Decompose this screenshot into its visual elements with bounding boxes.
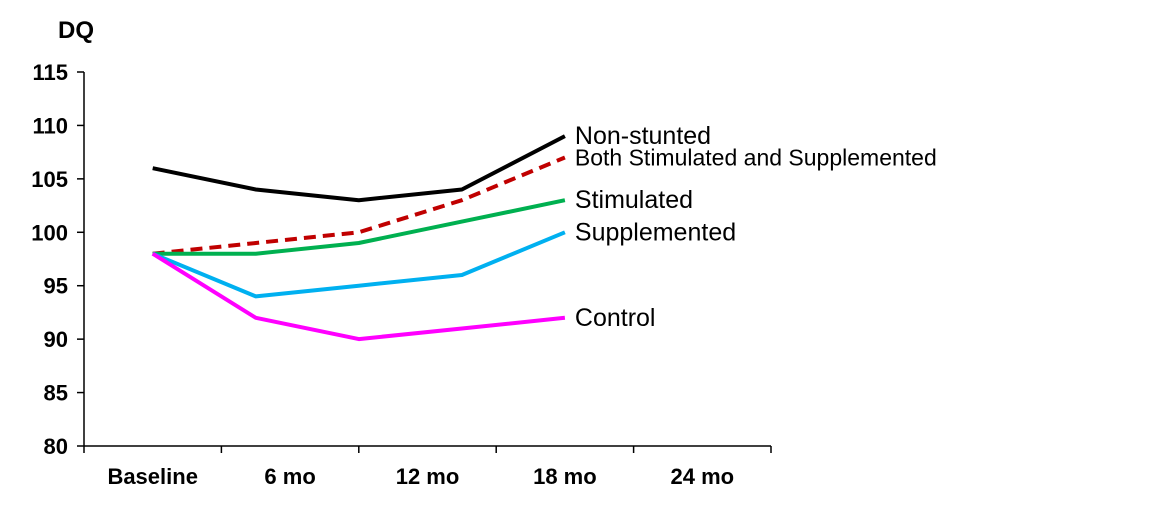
y-tick-label: 80	[44, 434, 68, 459]
x-tick-label: Baseline	[107, 464, 198, 489]
series-label: Supplemented	[575, 218, 736, 246]
series-line	[152, 155, 566, 256]
series-label: Control	[575, 304, 656, 332]
y-tick-label: 105	[31, 167, 68, 192]
series-line	[151, 252, 566, 342]
series-line	[152, 134, 566, 203]
series-lines	[151, 134, 566, 342]
y-tick-label: 90	[44, 327, 68, 352]
x-tick-label: 18 mo	[533, 464, 597, 489]
y-tick-label: 100	[31, 220, 68, 245]
x-tick-labels: Baseline 6 mo 12 mo 18 mo 24 mo	[107, 464, 734, 489]
axes	[77, 71, 772, 453]
series-label: Both Stimulated and Supplemented	[575, 144, 937, 170]
y-tick-label: 85	[44, 381, 68, 406]
y-axis-title: DQ	[58, 17, 94, 44]
y-tick-labels: 80 85 90 95 100 105 110 115	[31, 60, 68, 459]
series-line	[151, 230, 566, 299]
y-tick-label: 115	[33, 60, 69, 85]
y-tick-label: 110	[33, 113, 69, 138]
series-line	[152, 198, 566, 256]
series-label: Non-stunted	[575, 122, 711, 150]
x-tick-label: 24 mo	[671, 464, 735, 489]
y-tick-label: 95	[44, 274, 68, 299]
series-label: Stimulated	[575, 186, 693, 214]
x-tick-label: 6 mo	[264, 464, 315, 489]
x-tick-label: 12 mo	[396, 464, 460, 489]
